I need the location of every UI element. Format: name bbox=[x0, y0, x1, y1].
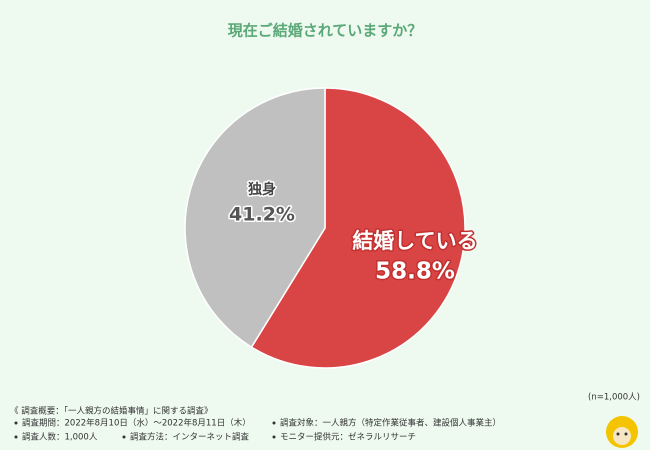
bullet bbox=[14, 435, 18, 439]
value-label: 58.8% bbox=[375, 259, 455, 285]
bullet bbox=[272, 421, 276, 425]
pie-slice bbox=[184, 87, 326, 349]
bullet bbox=[272, 435, 276, 439]
sample-note: (n=1,000人) bbox=[588, 393, 640, 403]
bullet bbox=[14, 421, 18, 425]
note-item: 調査対象：一人親方（特定作業従事者、建設個人事業主） bbox=[280, 418, 501, 429]
logo-eye bbox=[624, 432, 628, 436]
note-item: 調査期間：2022年8月10日（水）～2022年8月11日（木） bbox=[22, 418, 251, 429]
pie-slice bbox=[250, 87, 466, 369]
chart-title: 現在ご結婚されていますか？ bbox=[228, 22, 423, 40]
bullet bbox=[122, 435, 126, 439]
note-item: 調査方法：インターネット調査 bbox=[130, 432, 250, 443]
value-label: 41.2% bbox=[229, 204, 295, 226]
slice-label: 独身 bbox=[248, 181, 276, 198]
note-item: 調査人数：1,000人 bbox=[22, 432, 98, 443]
slice-label: 結婚している bbox=[352, 229, 477, 253]
logo-eye bbox=[616, 432, 620, 436]
notes-heading: 《 調査概要：「一人親方の結婚事情」に関する調査》 bbox=[10, 406, 212, 417]
logo bbox=[606, 416, 638, 448]
note-item: モニター提供元：ゼネラルリサーチ bbox=[280, 432, 416, 443]
logo-face bbox=[613, 427, 631, 445]
